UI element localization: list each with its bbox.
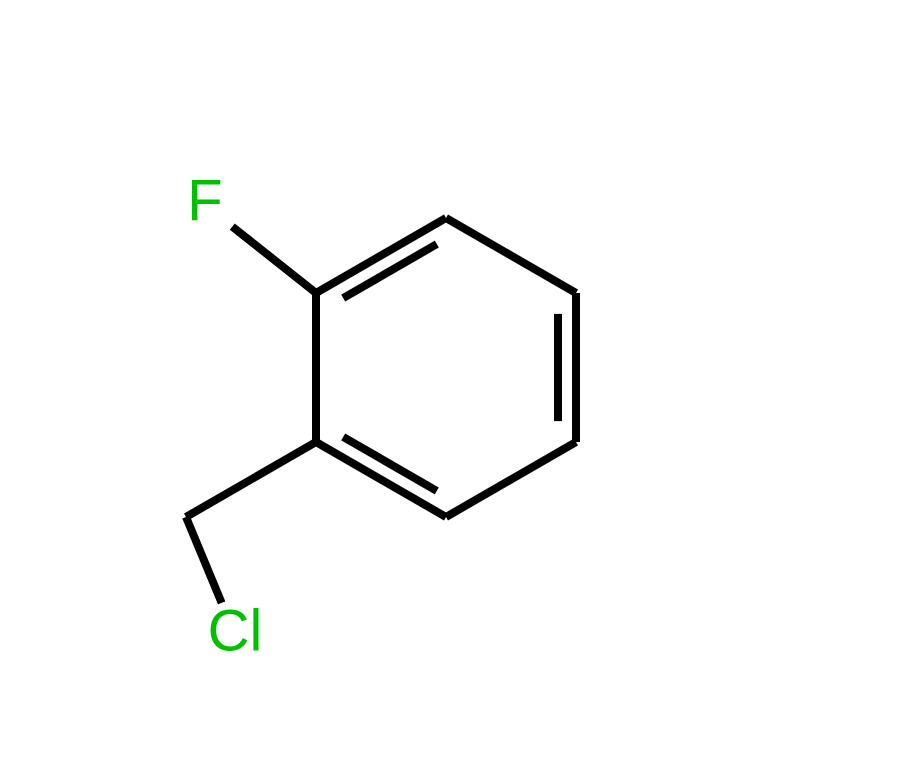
molecule-diagram: F Cl: [0, 0, 897, 777]
atom-label-cl: Cl: [208, 598, 263, 663]
atom-label-f: F: [187, 168, 222, 233]
molecule-svg: F Cl: [0, 0, 897, 777]
